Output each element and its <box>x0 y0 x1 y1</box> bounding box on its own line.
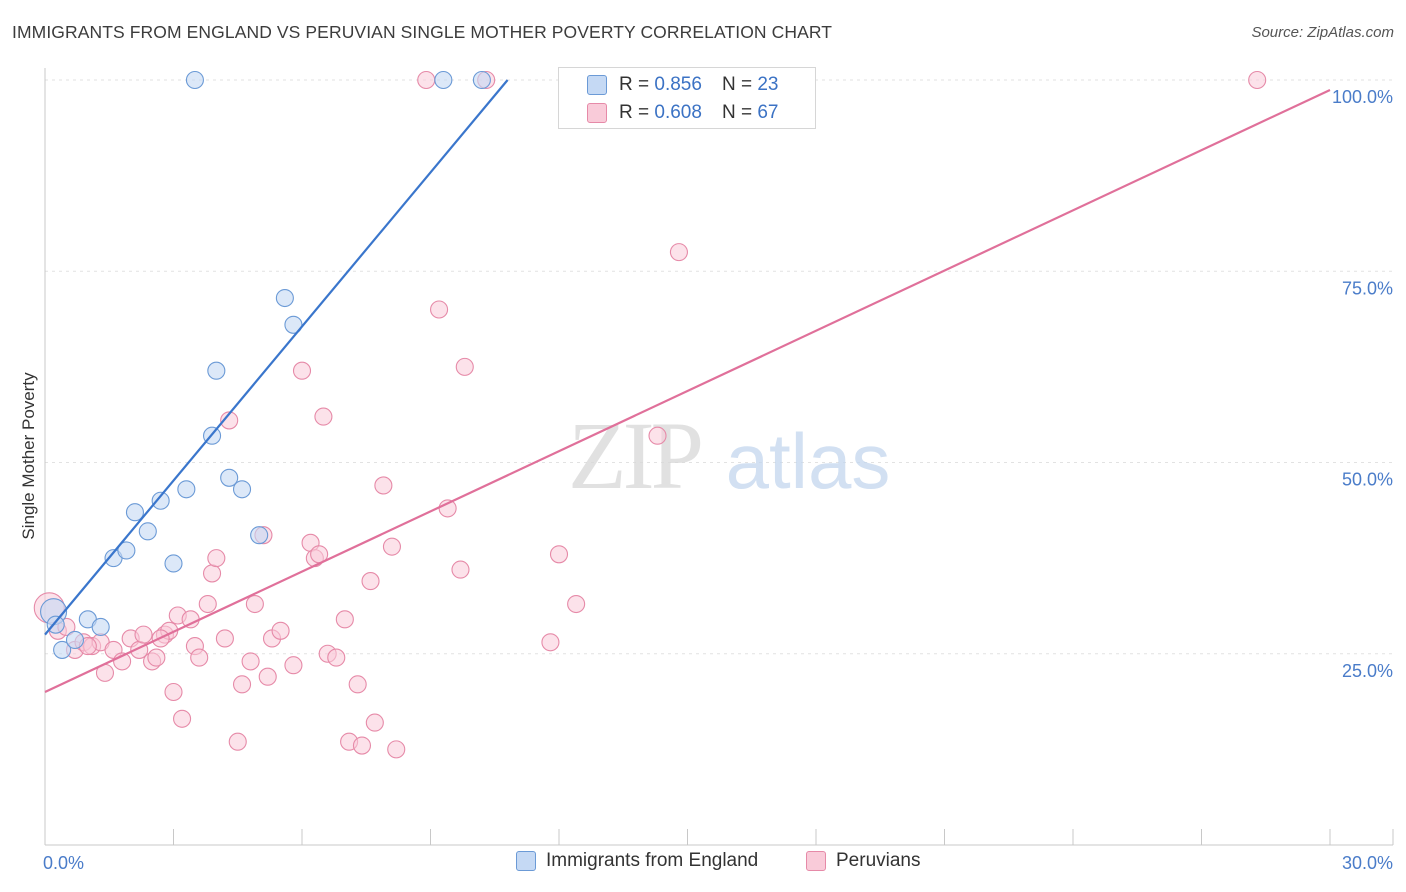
data-point-peruvians <box>228 732 247 751</box>
data-point-england <box>275 288 294 308</box>
stats-row-england: R = 0.856 N = 23 <box>559 70 778 100</box>
data-point-peruvians <box>190 648 209 667</box>
data-point-england <box>472 70 491 90</box>
data-point-peruvians <box>361 572 380 591</box>
data-point-england <box>220 468 239 487</box>
stats-row-peruvians: R = 0.608 N = 67 <box>559 98 778 128</box>
series-immigrants-from-england <box>40 70 491 659</box>
y-tick-label: 50.0% <box>1342 470 1393 490</box>
legend-item-peruvians[interactable]: Peruvians <box>806 850 921 872</box>
data-point-peruvians <box>241 652 260 671</box>
trend-lines <box>44 79 1331 693</box>
data-point-peruvians <box>327 648 346 667</box>
data-point-england <box>185 70 204 90</box>
y-axis-label: Single Mother Poverty <box>19 372 38 540</box>
england-n-value: 23 <box>757 74 779 95</box>
data-point-peruvians <box>271 621 290 640</box>
data-point-england <box>164 554 183 573</box>
data-point-peruvians <box>387 740 406 759</box>
data-point-peruvians <box>258 667 277 686</box>
data-point-peruvians <box>284 656 303 675</box>
peruvians-r-value: 0.608 <box>654 102 702 123</box>
data-point-peruvians <box>669 243 688 262</box>
legend-item-england[interactable]: Immigrants from England <box>516 850 758 872</box>
england-r-label: R = <box>619 74 650 95</box>
data-point-peruvians <box>365 713 384 732</box>
data-point-peruvians <box>417 70 436 90</box>
stats-legend: R = 0.856 N = 23 R = 0.608 N = 67 <box>558 67 816 129</box>
legend-swatch-peruvians <box>806 851 826 871</box>
data-point-peruvians <box>245 594 264 614</box>
england-swatch <box>587 75 607 95</box>
data-point-peruvians <box>314 407 333 426</box>
data-point-peruvians <box>173 709 192 728</box>
legend-swatch-england <box>516 851 536 871</box>
peruvians-r-label: R = <box>619 102 650 123</box>
data-point-england <box>232 480 252 499</box>
peruvians-n-label: N = <box>721 102 753 123</box>
data-point-england <box>53 640 72 659</box>
trend-line-england <box>44 79 509 636</box>
data-point-england <box>125 503 144 522</box>
data-point-england <box>46 615 65 634</box>
data-point-peruvians <box>203 564 222 583</box>
x-tick-label: 0.0% <box>43 853 84 873</box>
source-label: Source: ZipAtlas.com <box>1251 24 1394 41</box>
data-point-peruvians <box>147 648 166 667</box>
data-point-peruvians <box>220 411 239 430</box>
chart-title: IMMIGRANTS FROM ENGLAND VS PERUVIAN SING… <box>12 22 833 42</box>
peruvians-n-value: 67 <box>757 102 779 123</box>
data-point-england <box>250 526 269 545</box>
watermark-zip: ZIP <box>568 402 701 509</box>
england-n-label: N = <box>721 74 753 95</box>
y-tick-label: 75.0% <box>1342 278 1393 298</box>
data-point-peruvians <box>181 610 200 629</box>
data-point-england <box>207 361 226 380</box>
legend-label-peruvians: Peruvians <box>836 850 921 871</box>
data-point-england <box>284 315 303 334</box>
data-point-peruvians <box>382 537 402 556</box>
watermark: ZIP atlas <box>568 402 890 509</box>
bottom-legend: Immigrants from England Peruvians <box>0 850 1406 880</box>
data-point-peruvians <box>648 426 667 445</box>
data-point-peruvians <box>215 629 234 648</box>
data-point-england <box>117 541 136 560</box>
legend-label-england: Immigrants from England <box>546 850 759 871</box>
data-point-england <box>151 491 170 510</box>
data-point-peruvians <box>134 625 153 644</box>
y-tick-label: 100.0% <box>1332 87 1393 107</box>
england-r-value: 0.856 <box>654 74 702 95</box>
data-point-peruvians <box>352 736 372 755</box>
data-point-england <box>434 70 453 90</box>
data-point-peruvians <box>232 675 252 694</box>
data-point-peruvians <box>567 594 586 614</box>
trend-line-peruvians <box>44 88 1331 693</box>
axes <box>44 68 1394 846</box>
data-point-england <box>177 480 196 499</box>
data-point-peruvians <box>335 610 354 629</box>
data-point-peruvians <box>198 594 217 614</box>
peruvians-swatch <box>587 103 607 123</box>
data-point-peruvians <box>348 675 367 694</box>
data-point-peruvians <box>549 545 569 564</box>
data-point-england <box>65 630 85 650</box>
tick-labels: 25.0% 50.0% 75.0% 100.0% 0.0% 30.0% <box>43 87 1393 873</box>
gridlines <box>45 79 1393 655</box>
data-point-peruvians <box>292 361 312 380</box>
data-point-peruvians <box>1248 70 1267 90</box>
data-point-england <box>138 522 157 541</box>
x-tick-label: 30.0% <box>1342 853 1393 873</box>
data-point-england <box>91 617 110 637</box>
data-point-peruvians <box>207 549 226 568</box>
y-tick-label: 25.0% <box>1342 661 1393 681</box>
data-point-peruvians <box>455 357 474 376</box>
watermark-atlas: atlas <box>726 417 891 505</box>
data-point-peruvians <box>541 633 560 652</box>
data-point-peruvians <box>164 682 183 702</box>
data-point-peruvians <box>430 300 449 319</box>
data-point-peruvians <box>451 560 470 579</box>
data-point-peruvians <box>374 476 393 495</box>
